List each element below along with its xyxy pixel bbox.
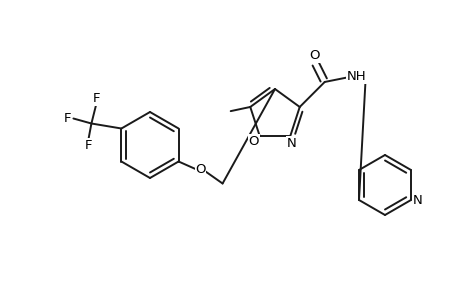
Text: N: N	[286, 136, 296, 149]
Text: O: O	[309, 50, 319, 62]
Text: N: N	[412, 194, 422, 206]
Text: F: F	[92, 92, 100, 105]
Text: NH: NH	[346, 70, 366, 83]
Text: O: O	[195, 163, 205, 176]
Text: O: O	[248, 134, 258, 148]
Text: F: F	[63, 112, 71, 125]
Text: F: F	[84, 139, 92, 152]
